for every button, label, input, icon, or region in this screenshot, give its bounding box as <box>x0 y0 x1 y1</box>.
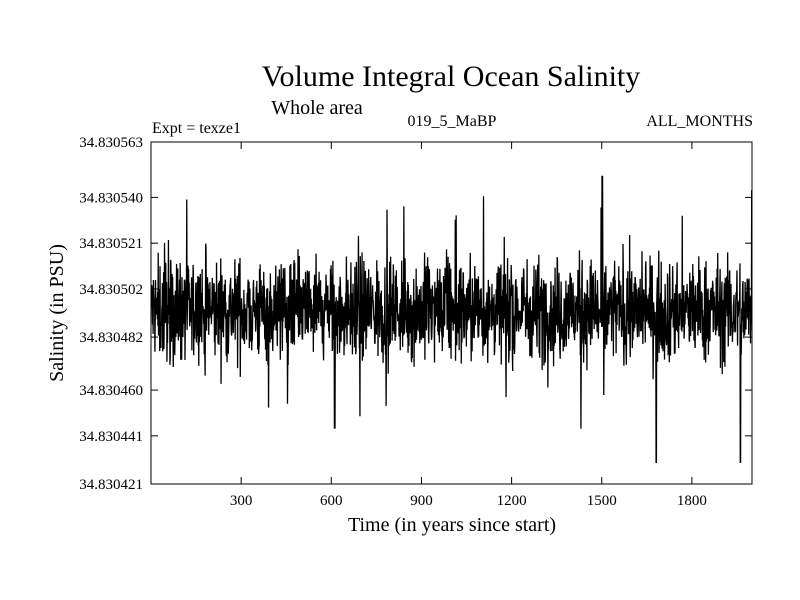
y-tick-label: 34.830421 <box>79 477 143 493</box>
x-tick-label: 1200 <box>497 493 527 509</box>
x-axis-label: Time (in years since start) <box>348 514 556 536</box>
y-tick-label: 34.830502 <box>79 282 143 298</box>
x-tick-label: 600 <box>320 493 343 509</box>
plot-frame <box>150 141 753 485</box>
y-tick-label: 34.830540 <box>79 190 143 206</box>
x-tick-label: 1500 <box>587 493 617 509</box>
y-tick-label: 34.830482 <box>79 330 143 346</box>
chart-subtitle: Whole area <box>271 97 363 119</box>
y-tick-label: 34.830563 <box>79 135 143 151</box>
salinity-series-line <box>151 175 752 463</box>
y-axis-label: Salinity (in PSU) <box>46 244 68 382</box>
chart-title: Volume Integral Ocean Salinity <box>262 60 641 93</box>
months-label: ALL_MONTHS <box>646 113 753 130</box>
x-tick-label: 1800 <box>677 493 707 509</box>
y-axis: 34.830421 34.830441 34.830460 34.830482 34.8… <box>79 135 752 493</box>
period-label: 019_5_MaBP <box>408 113 497 130</box>
y-tick-label: 34.830441 <box>79 429 143 445</box>
x-axis: 300 600 900 1200 1500 1800 <box>230 142 707 509</box>
x-tick-label: 900 <box>410 493 433 509</box>
plot-area <box>151 175 752 463</box>
x-tick-label: 300 <box>230 493 253 509</box>
y-tick-label: 34.830521 <box>79 236 143 252</box>
experiment-label: Expt = texze1 <box>152 120 241 137</box>
y-tick-label: 34.830460 <box>79 383 143 399</box>
